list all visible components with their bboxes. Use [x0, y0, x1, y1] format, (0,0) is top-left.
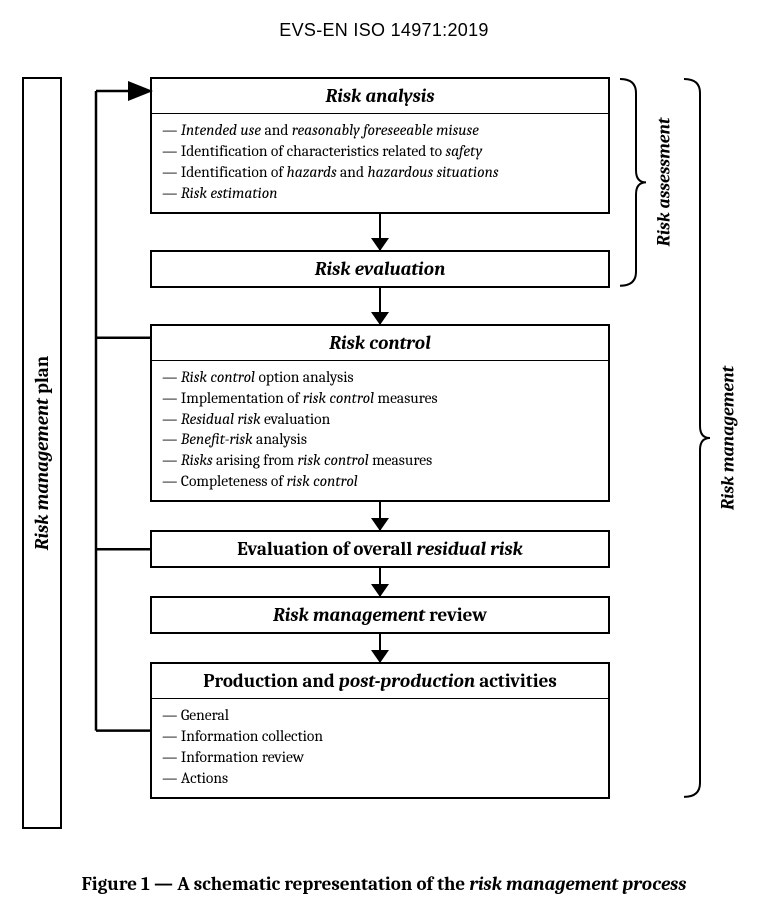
box-risk-management-review: Risk management review — [150, 596, 610, 634]
box-body: — Intended use and reasonably foreseeabl… — [152, 114, 608, 212]
arrow-icon — [379, 214, 382, 250]
box-title: Risk evaluation — [152, 252, 608, 286]
page: EVS-EN ISO 14971:2019 Risk management pl… — [0, 0, 768, 917]
box-title: Production and post-production activitie… — [152, 664, 608, 699]
risk-assessment-label: Risk assessment — [654, 118, 675, 247]
flowchart: Risk analysis — Intended use and reasona… — [150, 77, 610, 799]
box-title: Risk management review — [152, 598, 608, 632]
box-risk-evaluation: Risk evaluation — [150, 250, 610, 288]
box-risk-control: Risk control — Risk control option analy… — [150, 324, 610, 503]
figure-caption: Figure 1 — A schematic representation of… — [0, 873, 768, 895]
caption-lead: Figure 1 — A schematic representation of… — [82, 873, 470, 895]
box-overall-residual-risk: Evaluation of overall residual risk — [150, 530, 610, 568]
arrow-icon — [379, 634, 382, 662]
box-production-post-production: Production and post-production activitie… — [150, 662, 610, 799]
risk-management-label: Risk management — [718, 366, 739, 510]
box-title: Risk control — [152, 326, 608, 361]
arrow-icon — [379, 568, 382, 596]
box-risk-analysis: Risk analysis — Intended use and reasona… — [150, 77, 610, 214]
document-header: EVS-EN ISO 14971:2019 — [0, 20, 768, 41]
arrow-icon — [379, 502, 382, 530]
box-body: — Risk control option analysis— Implemen… — [152, 361, 608, 501]
risk-management-plan-label: Risk management plan — [31, 356, 53, 550]
box-body: — General— Information collection— Infor… — [152, 699, 608, 797]
box-title: Evaluation of overall residual risk — [152, 532, 608, 566]
box-title: Risk analysis — [152, 79, 608, 114]
arrow-icon — [379, 288, 382, 324]
caption-italic: risk management process — [469, 873, 686, 895]
risk-management-plan-box: Risk management plan — [22, 77, 62, 829]
